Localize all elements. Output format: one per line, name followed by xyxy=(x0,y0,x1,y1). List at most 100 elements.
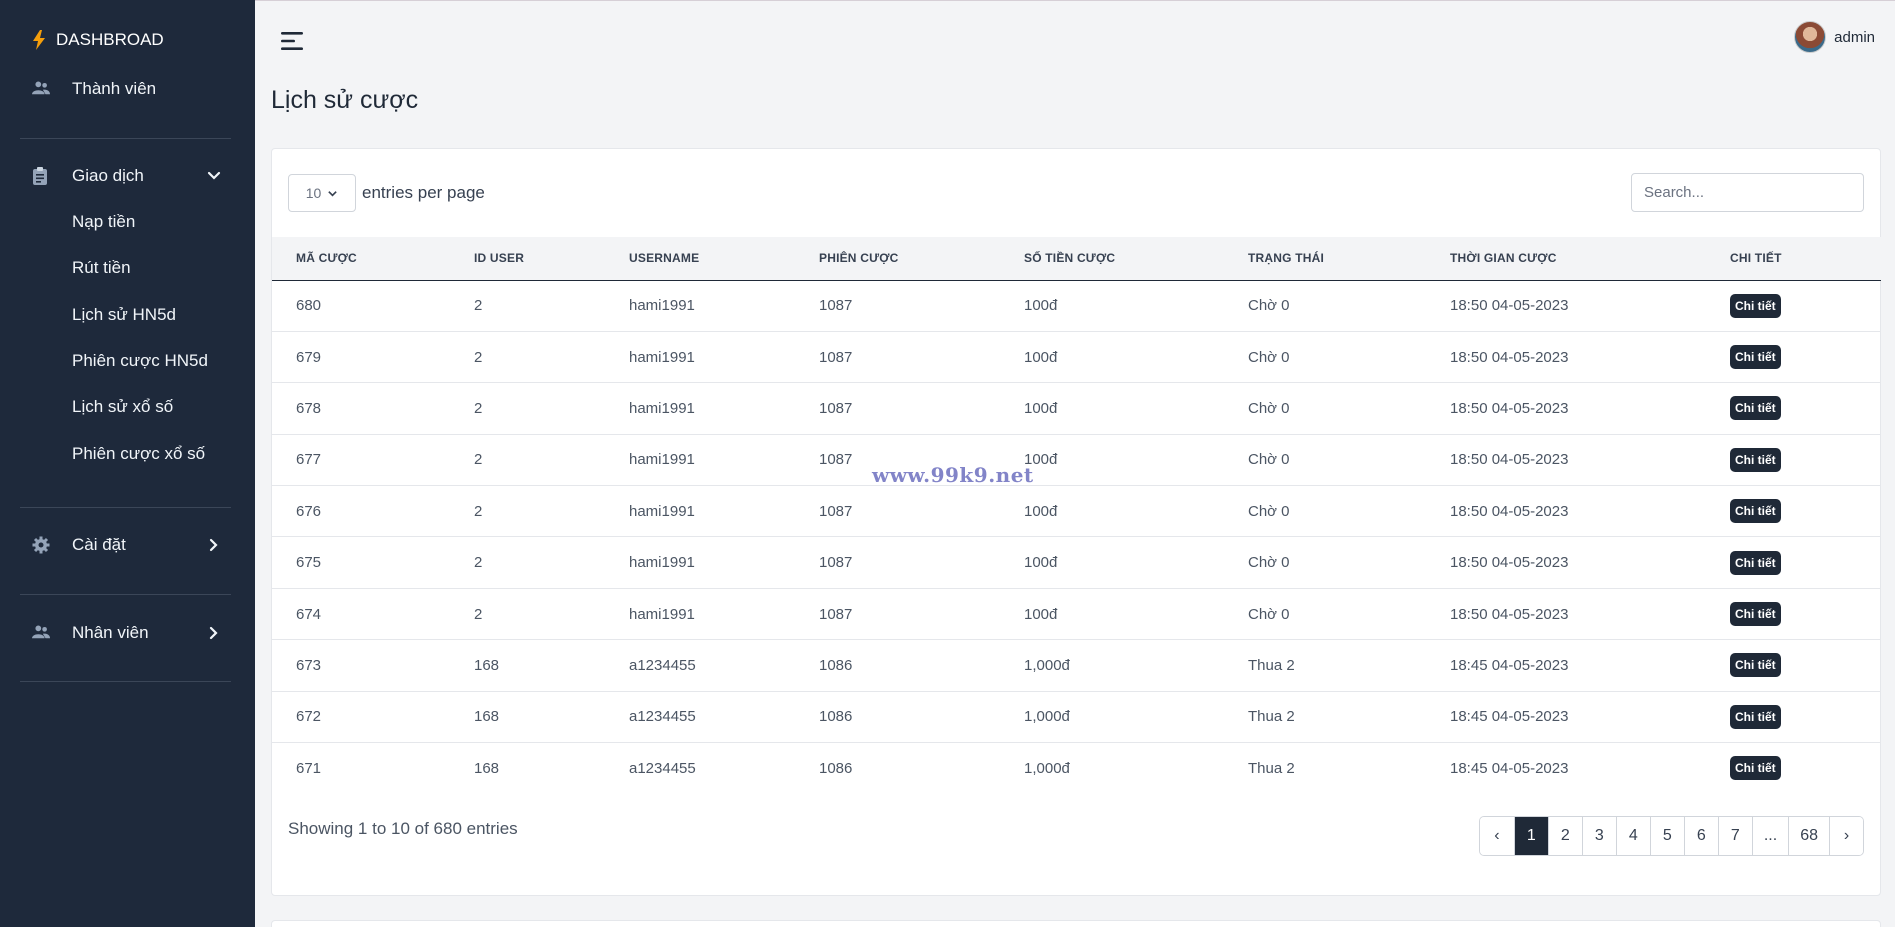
entries-per-page: 10 entries per page xyxy=(288,174,485,212)
table-row: 674 2 hami1991 1087 100đ Chờ 0 18:50 04-05-202… xyxy=(272,588,1881,640)
page-button-5[interactable]: 5 xyxy=(1649,817,1684,855)
table-row: 672 168 a1234455 1086 1,000đ Thua 2 18:45 04-0… xyxy=(272,691,1881,743)
table-cell-status: Chờ 0 xyxy=(1248,502,1290,520)
table-header-col-status[interactable]: TRẠNG THÁI xyxy=(1248,251,1324,266)
detail-button[interactable]: Chi tiết xyxy=(1730,602,1781,627)
table-cell-time: 18:45 04-05-2023 xyxy=(1450,759,1569,777)
detail-button[interactable]: Chi tiết xyxy=(1730,396,1781,421)
table-cell-amount: 100đ xyxy=(1024,399,1058,417)
table-cell-bet-id: 672 xyxy=(296,708,322,726)
table-cell-username: hami1991 xyxy=(629,502,695,520)
user-menu[interactable]: admin xyxy=(1794,21,1875,53)
table-cell-session: 1086 xyxy=(819,759,853,777)
table-body: 680 2 hami1991 1087 100đ Chờ 0 18:50 04-05-202… xyxy=(272,280,1881,794)
table-cell-time: 18:45 04-05-2023 xyxy=(1450,656,1569,674)
sidebar-subitem-hn5d-history[interactable]: Lịch sử HN5d xyxy=(72,305,176,324)
table-cell-username: hami1991 xyxy=(629,451,695,469)
detail-button[interactable]: Chi tiết xyxy=(1730,293,1781,318)
detail-button[interactable]: Chi tiết xyxy=(1730,550,1781,575)
gear-icon xyxy=(32,536,50,554)
table-row: 675 2 hami1991 1087 100đ Chờ 0 18:50 04-05-202… xyxy=(272,537,1881,589)
table-cell-detail: Chi tiết xyxy=(1706,588,1881,639)
table-cell-session: 1087 xyxy=(819,502,853,520)
sidebar-item-label: Cài đặt xyxy=(72,535,126,554)
sidebar-item-members[interactable]: Thành viên xyxy=(32,79,222,99)
table-header-col-detail[interactable]: CHI TIẾT xyxy=(1730,251,1782,266)
table-header-col-user-id[interactable]: ID USER xyxy=(474,251,525,266)
table-cell-username: a1234455 xyxy=(629,656,696,674)
table-cell-time: 18:50 04-05-2023 xyxy=(1450,502,1569,520)
avatar xyxy=(1794,21,1827,53)
table-header-col-amount[interactable]: SỐ TIỀN CƯỢC xyxy=(1024,251,1116,266)
table-header-col-time[interactable]: THỜI GIAN CƯỢC xyxy=(1450,251,1557,266)
table-row: 677 2 hami1991 1087 100đ Chờ 0 18:50 04-05-202… xyxy=(272,434,1881,486)
page-button-1[interactable]: 1 xyxy=(1513,817,1548,855)
table-row: 676 2 hami1991 1087 100đ Chờ 0 18:50 04-05-202… xyxy=(272,486,1881,537)
sidebar-item-staff[interactable]: Nhân viên xyxy=(32,623,222,643)
detail-button[interactable]: Chi tiết xyxy=(1730,447,1781,472)
page-button-2[interactable]: 2 xyxy=(1547,817,1582,855)
table-row: 671 168 a1234455 1086 1,000đ Thua 2 18:45 04-0… xyxy=(272,743,1881,794)
table-cell-session: 1087 xyxy=(819,554,853,572)
brand-link[interactable]: DASHBROAD xyxy=(32,30,164,50)
clipboard-icon xyxy=(32,167,50,185)
table-cell-session: 1087 xyxy=(819,399,853,417)
sidebar-subitem-lottery-history[interactable]: Lịch sử xổ số xyxy=(72,397,174,416)
table-cell-amount: 100đ xyxy=(1024,451,1058,469)
page-button-7[interactable]: 7 xyxy=(1717,817,1752,855)
sidebar: DASHBROAD Thành viên Giao dịch Nạp tiền … xyxy=(0,0,255,927)
sidebar-subitem-hn5d-session[interactable]: Phiên cược HN5d xyxy=(72,351,208,370)
sidebar-item-label: Nhân viên xyxy=(72,623,149,642)
sidebar-divider xyxy=(20,138,231,139)
detail-button[interactable]: Chi tiết xyxy=(1730,653,1781,678)
table-cell-user-id: 168 xyxy=(474,759,500,777)
table-header-row: MÃ CƯỢC ID USER USERNAME PHIÊN CƯỢC SỐ TIỀN … xyxy=(272,237,1881,280)
table-cell-status: Thua 2 xyxy=(1248,708,1295,726)
sidebar-item-label: Giao dịch xyxy=(72,166,144,185)
chevron-right-icon xyxy=(206,537,222,553)
table-cell-detail: Chi tiết xyxy=(1706,486,1881,537)
detail-button[interactable]: Chi tiết xyxy=(1730,704,1781,729)
detail-button[interactable]: Chi tiết xyxy=(1730,756,1781,781)
page-button-68[interactable]: 68 xyxy=(1788,817,1829,855)
sidebar-subitem-deposit[interactable]: Nạp tiền xyxy=(72,212,136,231)
page-button-4[interactable]: 4 xyxy=(1615,817,1650,855)
table-cell-amount: 100đ xyxy=(1024,605,1058,623)
table-cell-bet-id: 678 xyxy=(296,399,322,417)
table-cell-bet-id: 671 xyxy=(296,759,322,777)
table-header-col-bet-id[interactable]: MÃ CƯỢC xyxy=(296,251,357,266)
sidebar-item-settings[interactable]: Cài đặt xyxy=(32,535,222,555)
sidebar-subitem-lottery-session[interactable]: Phiên cược xổ số xyxy=(72,444,206,463)
page-title: Lịch sử cược xyxy=(271,86,419,114)
showing-entries-info: Showing 1 to 10 of 680 entries xyxy=(288,819,518,838)
page-button-6[interactable]: 6 xyxy=(1683,817,1718,855)
per-page-select[interactable]: 10 xyxy=(288,174,356,212)
next-page-button[interactable]: › xyxy=(1829,817,1863,855)
secondary-card xyxy=(271,920,1881,927)
table-cell-amount: 1,000đ xyxy=(1024,656,1070,674)
sidebar-item-transactions[interactable]: Giao dịch xyxy=(32,166,222,186)
detail-button[interactable]: Chi tiết xyxy=(1730,499,1781,524)
search-input[interactable] xyxy=(1631,173,1864,212)
prev-page-button[interactable]: ‹ xyxy=(1479,817,1514,855)
table-cell-time: 18:50 04-05-2023 xyxy=(1450,605,1569,623)
table-cell-bet-id: 676 xyxy=(296,502,322,520)
table-cell-status: Chờ 0 xyxy=(1248,348,1290,366)
menu-toggle-icon[interactable] xyxy=(281,31,305,51)
table-header-col-session[interactable]: PHIÊN CƯỢC xyxy=(819,251,899,266)
table-cell-time: 18:45 04-05-2023 xyxy=(1450,708,1569,726)
table-cell-detail: Chi tiết xyxy=(1706,280,1881,331)
table-cell-username: a1234455 xyxy=(629,759,696,777)
page-button-3[interactable]: 3 xyxy=(1581,817,1616,855)
sidebar-subitem-withdraw[interactable]: Rút tiền xyxy=(72,258,131,277)
table-cell-user-id: 2 xyxy=(474,554,483,572)
table-cell-user-id: 2 xyxy=(474,605,483,623)
detail-button[interactable]: Chi tiết xyxy=(1730,345,1781,370)
table-cell-time: 18:50 04-05-2023 xyxy=(1450,399,1569,417)
page-ellipsis: ... xyxy=(1751,817,1789,855)
table-cell-session: 1086 xyxy=(819,656,853,674)
table-cell-amount: 100đ xyxy=(1024,502,1058,520)
table-cell-amount: 1,000đ xyxy=(1024,708,1070,726)
table-cell-user-id: 2 xyxy=(474,348,483,366)
table-header-col-username[interactable]: USERNAME xyxy=(629,251,700,266)
